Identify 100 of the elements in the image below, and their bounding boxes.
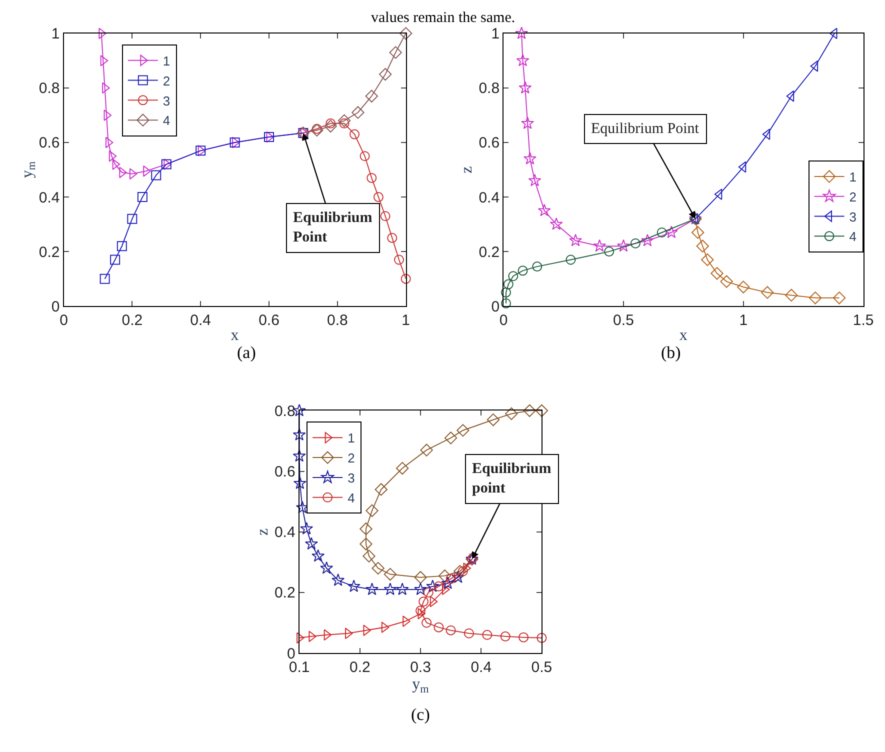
point	[360, 151, 370, 162]
legend-label: 3	[348, 470, 355, 486]
point	[593, 239, 606, 252]
y-tick-label: 0.2	[38, 244, 60, 261]
point	[528, 174, 542, 186]
point	[486, 413, 500, 426]
point	[521, 116, 534, 129]
point	[420, 444, 433, 456]
point	[366, 582, 379, 596]
point	[808, 292, 822, 304]
point	[304, 537, 318, 550]
x-tick-label: 1	[402, 312, 410, 330]
point	[569, 234, 582, 246]
point	[362, 550, 376, 562]
y-tick-label: 0.8	[274, 402, 296, 420]
point	[761, 286, 774, 299]
point	[312, 549, 325, 562]
point	[310, 124, 324, 137]
point	[454, 564, 466, 578]
point	[312, 124, 322, 134]
point	[656, 227, 667, 238]
legend-label: 3	[162, 93, 170, 108]
x-axis-title: x	[679, 326, 688, 344]
y-tick-label: 0.4	[478, 189, 500, 206]
point	[604, 246, 614, 257]
y-tick-label: 0.8	[38, 80, 60, 98]
x-tick-label: 0.3	[410, 659, 431, 676]
y-tick-label: 0.6	[38, 134, 60, 152]
point	[380, 211, 390, 222]
point	[416, 606, 426, 616]
text: (b)	[661, 343, 681, 362]
legend-label: 4	[348, 490, 355, 506]
point	[446, 625, 456, 636]
x-tick-label: 0.8	[326, 312, 348, 330]
point	[151, 170, 162, 180]
point	[508, 271, 518, 282]
y-tick-label: 1	[51, 26, 60, 43]
point	[373, 192, 384, 202]
point	[347, 580, 360, 592]
point	[320, 561, 334, 574]
annotation: Equilibrium Point	[591, 121, 700, 137]
point	[422, 618, 432, 628]
x-tick-label: 0.2	[122, 312, 143, 330]
point	[482, 630, 492, 640]
x-tick-label: 0.2	[349, 659, 370, 676]
y-tick-label: 0.8	[478, 80, 500, 98]
y-tick-label: 1	[491, 26, 500, 43]
point	[696, 240, 709, 252]
point	[714, 188, 722, 200]
x-tick-label: 0.5	[613, 312, 634, 330]
point	[784, 288, 798, 302]
point	[324, 629, 332, 641]
point	[810, 60, 818, 72]
y-tick-label: 0	[51, 298, 60, 316]
point	[104, 110, 112, 121]
point	[350, 129, 360, 140]
y-tick-label: 0.2	[274, 584, 296, 602]
point	[399, 27, 412, 40]
point	[394, 254, 404, 265]
point	[339, 118, 350, 128]
point	[536, 632, 547, 643]
point	[535, 404, 548, 418]
point	[786, 90, 794, 102]
point	[387, 232, 398, 243]
point	[112, 158, 120, 170]
point	[360, 522, 372, 536]
point	[365, 90, 378, 102]
point	[500, 298, 511, 308]
point	[326, 118, 336, 128]
point	[116, 241, 127, 252]
point	[108, 150, 117, 162]
point	[381, 622, 390, 634]
legend-label: 1	[348, 430, 355, 446]
point	[738, 161, 746, 173]
point	[503, 279, 514, 290]
point	[324, 120, 337, 132]
point	[444, 432, 458, 444]
point	[161, 159, 172, 170]
y-axis-title: z	[458, 166, 476, 174]
point	[523, 404, 536, 418]
point	[100, 54, 108, 66]
point	[366, 504, 378, 518]
legend-label: 2	[849, 189, 857, 204]
y-tick-label: 0.4	[38, 189, 60, 206]
point	[538, 204, 551, 216]
point	[438, 569, 452, 582]
point	[505, 407, 518, 420]
point	[414, 582, 427, 596]
point	[532, 262, 542, 272]
point	[500, 287, 511, 298]
point	[423, 587, 434, 598]
point	[396, 582, 409, 596]
x-tick-label: 0.5	[531, 659, 552, 676]
point	[300, 522, 314, 534]
point	[384, 568, 397, 581]
y-axis-title: z	[254, 528, 272, 536]
point	[616, 239, 630, 252]
point	[518, 81, 532, 94]
point	[105, 136, 114, 148]
point	[664, 226, 678, 238]
